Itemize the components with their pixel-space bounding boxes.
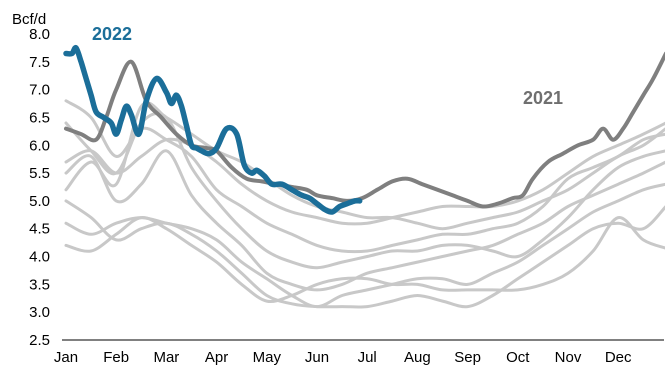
series-line-history-5 bbox=[64, 112, 665, 270]
y-tick-label: 7.0 bbox=[29, 82, 50, 99]
y-tick-label: 4.0 bbox=[29, 249, 50, 266]
x-tick-label: May bbox=[253, 349, 282, 366]
y-tick-label: 8.0 bbox=[29, 26, 50, 43]
x-axis: Jan Feb Mar Apr May Jun Jul Aug Sep Oct Nov Dec bbox=[54, 349, 632, 366]
series-line-history-6 bbox=[64, 149, 665, 292]
y-tick-label: 2.5 bbox=[29, 332, 50, 349]
x-tick-label: Aug bbox=[404, 349, 431, 366]
x-tick-label: Jul bbox=[358, 349, 377, 366]
x-tick-label: Jan bbox=[54, 349, 78, 366]
history-series-group bbox=[64, 99, 665, 309]
y-axis-unit-label: Bcf/d bbox=[12, 11, 46, 28]
x-tick-label: Nov bbox=[555, 349, 582, 366]
series-label-2021: 2021 bbox=[523, 88, 563, 108]
series-line-history-8 bbox=[64, 199, 665, 309]
series-line-history-9 bbox=[64, 216, 665, 303]
y-tick-label: 5.5 bbox=[29, 165, 50, 182]
series-line-history-3 bbox=[64, 99, 665, 254]
highlight-series-group bbox=[63, 44, 665, 215]
series-line-2022 bbox=[63, 44, 363, 215]
series-label-2022: 2022 bbox=[92, 24, 132, 44]
x-tick-label: Jun bbox=[305, 349, 329, 366]
x-tick-label: Sep bbox=[454, 349, 481, 366]
y-axis: 8.0 7.5 7.0 6.5 6.0 5.5 5.0 4.5 4.0 3.5 3.0 2.5 bbox=[29, 26, 50, 349]
y-tick-label: 6.5 bbox=[29, 109, 50, 126]
y-tick-label: 3.5 bbox=[29, 276, 50, 293]
x-tick-label: Dec bbox=[605, 349, 632, 366]
y-tick-label: 4.5 bbox=[29, 221, 50, 238]
x-tick-label: Apr bbox=[205, 349, 228, 366]
x-tick-label: Oct bbox=[506, 349, 530, 366]
series-line-2021 bbox=[64, 51, 665, 209]
x-tick-label: Mar bbox=[153, 349, 179, 366]
y-tick-label: 3.0 bbox=[29, 304, 50, 321]
y-tick-label: 6.0 bbox=[29, 137, 50, 154]
y-tick-label: 7.5 bbox=[29, 54, 50, 71]
x-tick-label: Feb bbox=[103, 349, 129, 366]
y-tick-label: 5.0 bbox=[29, 193, 50, 210]
